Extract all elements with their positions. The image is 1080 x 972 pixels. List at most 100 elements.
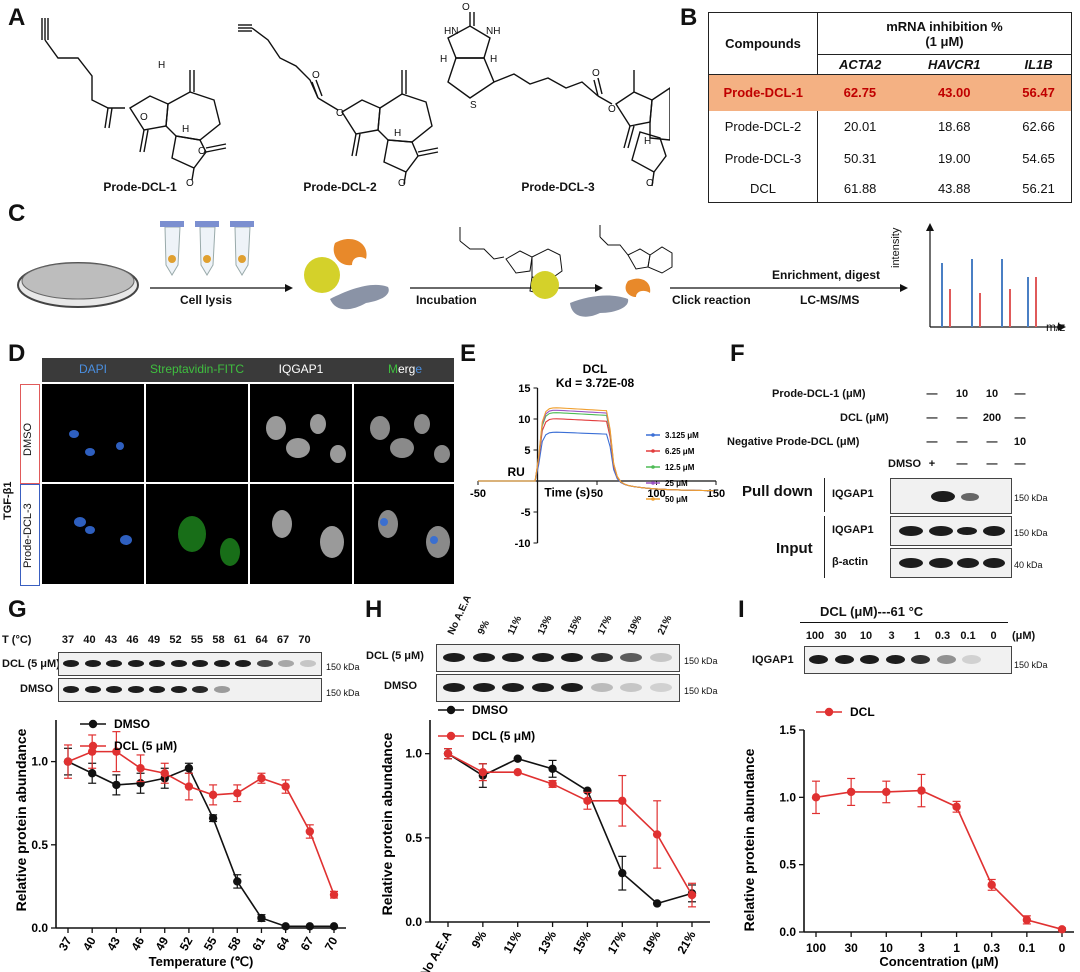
blot-row-label-dmso: DMSO bbox=[20, 683, 53, 695]
data-point bbox=[548, 764, 557, 774]
band bbox=[809, 655, 828, 664]
cond-mark: — bbox=[1014, 412, 1026, 424]
y-axis-label: Relative protein abundance bbox=[741, 748, 757, 931]
x-tick-label: 67 bbox=[298, 934, 317, 953]
band bbox=[106, 660, 122, 667]
band bbox=[957, 558, 979, 568]
chart-subtitle: Kd = 3.72E-08 bbox=[556, 376, 635, 390]
band bbox=[84, 660, 101, 667]
svg-text:O: O bbox=[462, 2, 470, 13]
data-point bbox=[652, 830, 662, 839]
cell: 19.00 bbox=[937, 151, 971, 166]
temp-label: 46 bbox=[126, 634, 139, 646]
y-tick-label: 15 bbox=[518, 383, 530, 395]
conc-label: 0 bbox=[990, 630, 997, 642]
legend-marker bbox=[651, 433, 655, 437]
svg-text:H: H bbox=[440, 54, 447, 65]
cell: 62.66 bbox=[1022, 119, 1055, 134]
legend-marker bbox=[651, 497, 655, 501]
data-point bbox=[846, 787, 856, 797]
x-tick-label: 100 bbox=[806, 941, 826, 955]
svg-text:S: S bbox=[470, 100, 477, 111]
band bbox=[443, 653, 465, 662]
lane-label: 11% bbox=[506, 614, 525, 637]
step-enrichment: Enrichment, digest bbox=[772, 268, 881, 282]
x-tick-label: 9% bbox=[469, 928, 490, 950]
series-line bbox=[67, 750, 335, 896]
svg-text:O: O bbox=[312, 70, 320, 81]
band bbox=[84, 686, 101, 693]
col-havcr1: HAVCR1 bbox=[927, 57, 981, 72]
svg-text:O: O bbox=[608, 104, 616, 115]
legend-label: DMSO bbox=[114, 717, 150, 731]
series-line bbox=[447, 752, 693, 896]
cond-mark: — bbox=[1014, 458, 1026, 470]
cell: 56.47 bbox=[1022, 85, 1055, 101]
legend-marker bbox=[651, 465, 655, 469]
x-tick-label: 19% bbox=[640, 928, 664, 956]
compound-name-2: Prode-DCL-2 bbox=[303, 180, 377, 194]
table-row: Prode-DCL-2 20.01 18.68 62.66 bbox=[708, 110, 1072, 143]
legend-label: 25 μM bbox=[665, 479, 688, 488]
band bbox=[911, 655, 930, 664]
temp-label: 40 bbox=[83, 634, 96, 646]
x-tick-label: No A.E.A bbox=[417, 928, 455, 972]
band bbox=[278, 660, 294, 667]
blot-h-dmso bbox=[436, 674, 680, 702]
ms-x-label: m/z bbox=[1046, 320, 1066, 334]
band bbox=[192, 686, 208, 693]
temp-label: 43 bbox=[104, 634, 118, 646]
data-point bbox=[233, 789, 242, 798]
data-point bbox=[329, 922, 339, 931]
band bbox=[472, 653, 495, 662]
data-point bbox=[305, 827, 315, 836]
micrograph-dmso-merge bbox=[354, 384, 454, 482]
band-label-1: IQGAP1 bbox=[832, 488, 874, 500]
data-point bbox=[257, 913, 266, 923]
micrograph-dmso-dapi bbox=[42, 384, 144, 482]
data-point bbox=[513, 767, 522, 777]
band-label-3: β-actin bbox=[832, 556, 869, 568]
microscopy-grid bbox=[42, 384, 454, 584]
panel-label-c: C bbox=[8, 200, 26, 227]
channel-streptavidin: Streptavidin-FITC bbox=[149, 362, 245, 376]
cell: 56.21 bbox=[1022, 180, 1055, 196]
band bbox=[502, 683, 524, 692]
data-point bbox=[882, 787, 891, 797]
cond-mark: — bbox=[926, 412, 938, 424]
temp-label: 58 bbox=[212, 634, 225, 646]
cond-label-2: DCL (μM) bbox=[840, 412, 889, 424]
band bbox=[502, 653, 524, 662]
data-point bbox=[548, 779, 557, 789]
y-tick-label: 0.0 bbox=[779, 925, 796, 939]
band bbox=[983, 526, 1005, 536]
data-point bbox=[687, 890, 697, 900]
band bbox=[213, 660, 230, 667]
panel-label-f: F bbox=[730, 340, 745, 367]
micrograph-dmso-iqgap1 bbox=[250, 384, 352, 482]
lane-label: 19% bbox=[626, 613, 645, 637]
data-point bbox=[618, 796, 627, 805]
channel-merge: Merge bbox=[354, 362, 456, 376]
structure-prode-dcl-3 bbox=[447, 12, 670, 187]
data-point bbox=[184, 764, 194, 773]
band bbox=[899, 526, 923, 536]
band bbox=[63, 686, 79, 693]
conc-unit: (μM) bbox=[1012, 630, 1036, 642]
temp-label: 49 bbox=[147, 634, 161, 646]
blot-g-dcl bbox=[58, 652, 322, 676]
x-tick-label: 55 bbox=[201, 934, 220, 953]
lane-header-row: No A.E.A 9% 11% 13% 15% 17% 19% 21% bbox=[440, 594, 680, 648]
x-tick-label: 150 bbox=[707, 488, 725, 500]
blot-g-dmso bbox=[58, 678, 322, 702]
band bbox=[170, 660, 187, 667]
x-tick-label: 46 bbox=[128, 934, 147, 953]
x-tick-label: 21% bbox=[674, 928, 698, 956]
row-label-prode: Prode-DCL-3 bbox=[22, 503, 34, 568]
data-point bbox=[1022, 915, 1032, 925]
data-point bbox=[208, 813, 218, 823]
panel-label-a: A bbox=[8, 4, 26, 31]
y-tick-label: 0.5 bbox=[405, 831, 422, 845]
temp-header: T (°C) bbox=[2, 634, 32, 646]
band bbox=[106, 686, 122, 693]
